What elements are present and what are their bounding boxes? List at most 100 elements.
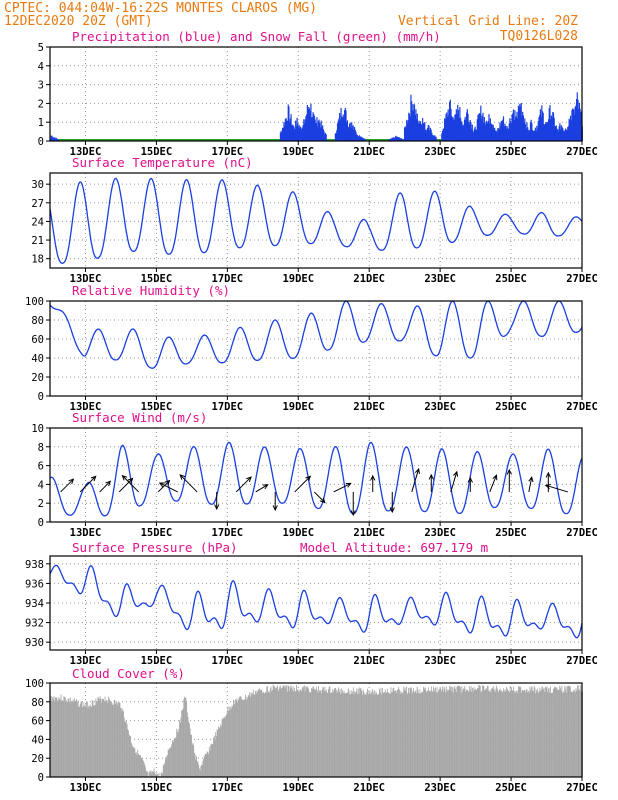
cloud-date-label: 15DEC <box>141 782 173 794</box>
cloud-bar <box>119 703 121 777</box>
wind-date-label: 15DEC <box>141 527 173 539</box>
cloud-bar <box>345 692 346 777</box>
cloud-bar <box>401 693 403 777</box>
cloud-bar <box>274 686 275 777</box>
cloud-bar <box>196 761 198 777</box>
precip-bar <box>536 125 538 141</box>
cloud-bar <box>267 686 268 777</box>
cloud-bar <box>508 692 510 777</box>
cloud-bar <box>494 691 496 777</box>
cloud-bar <box>316 690 318 777</box>
cloud-bar <box>431 691 433 777</box>
cloud-bar <box>183 699 185 777</box>
cloud-bar <box>97 697 99 777</box>
precip-bar <box>312 131 314 141</box>
cloud-bar <box>181 710 183 777</box>
cloud-bar <box>191 734 193 777</box>
cloud-bar <box>67 701 68 777</box>
precip-bar <box>301 132 303 141</box>
cloud-bar <box>361 690 363 777</box>
cloud-bar <box>81 707 83 777</box>
wind-arrowhead <box>453 470 459 477</box>
precip-bar <box>409 116 411 141</box>
cloud-bar <box>403 686 405 777</box>
cloud-bar <box>403 689 405 777</box>
cloud-bar <box>90 706 92 777</box>
precip-bar <box>420 124 422 141</box>
cloud-bar <box>556 687 558 777</box>
cloud-bar <box>573 691 575 777</box>
cloud-bar <box>320 693 322 777</box>
cloud-bar <box>314 690 316 777</box>
cloud-bar <box>157 773 158 777</box>
precip-bar <box>281 132 283 141</box>
precip-bar <box>512 113 514 141</box>
cloud-bar <box>262 691 264 777</box>
cloud-bar <box>108 698 110 777</box>
precip-bar <box>494 135 496 141</box>
precip-bar <box>339 113 341 141</box>
cloud-bar <box>415 690 417 777</box>
cloud-frame <box>49 682 583 778</box>
cloud-bar <box>547 691 549 777</box>
precip-bar <box>336 123 339 141</box>
precip-bar <box>417 125 419 141</box>
cloud-bar <box>359 687 361 777</box>
cloud-bar <box>215 732 217 777</box>
cloud-bar <box>303 686 305 777</box>
precip-bar <box>570 124 572 141</box>
cloud-bar <box>527 692 529 777</box>
pressure-date-label: 25DEC <box>495 655 527 667</box>
cloud-bar <box>149 771 151 777</box>
precip-bar <box>577 130 579 141</box>
cloud-bar <box>533 686 535 777</box>
precip-bar <box>471 124 473 141</box>
cloud-bar <box>154 773 156 777</box>
cloud-bar <box>523 690 524 777</box>
cloud-bar <box>490 692 492 777</box>
cloud-bar <box>547 688 549 777</box>
precip-bar <box>363 138 366 141</box>
cloud-bar <box>425 692 427 777</box>
cloud-ytick-label: 100 <box>25 678 44 690</box>
precip-bar <box>461 130 463 141</box>
precip-ytick-label: 1 <box>38 117 44 129</box>
cloud-bar <box>278 689 280 777</box>
cloud-bar <box>135 752 137 777</box>
cloud-bar <box>364 693 366 777</box>
cloud-bar <box>498 692 500 777</box>
cloud-bar <box>491 688 493 777</box>
cloud-bar <box>128 730 129 777</box>
temp-date-label: 17DEC <box>212 273 244 285</box>
cloud-bar <box>477 688 479 777</box>
cloud-bar <box>308 688 310 777</box>
precip-bar <box>574 131 576 141</box>
precip-bar <box>432 135 434 141</box>
cloud-bar <box>194 754 196 777</box>
cloud-bar <box>435 687 437 777</box>
cloud-bar <box>277 691 279 777</box>
cloud-bar <box>552 692 554 777</box>
humidity-ytick-label: 40 <box>31 353 44 365</box>
temp-ytick-label: 27 <box>31 198 44 210</box>
precip-bar <box>468 121 470 141</box>
precip-bar <box>576 92 578 141</box>
precip-bar <box>399 138 401 141</box>
cloud-bar <box>115 701 117 777</box>
cloud-bar <box>465 689 467 777</box>
cloud-bar <box>114 699 116 777</box>
precip-bar <box>343 132 345 141</box>
precip-bar <box>568 118 570 141</box>
precip-bar <box>496 131 498 141</box>
cloud-bar <box>111 703 113 777</box>
precip-bar <box>308 106 310 141</box>
cloud-bar <box>467 690 469 777</box>
precip-bar <box>551 117 553 141</box>
cloud-bar <box>347 692 349 777</box>
precip-bar <box>441 130 444 141</box>
precip-bar <box>512 126 515 141</box>
cloud-bar <box>396 689 398 777</box>
cloud-bar <box>223 716 225 777</box>
cloud-bar <box>520 687 522 777</box>
